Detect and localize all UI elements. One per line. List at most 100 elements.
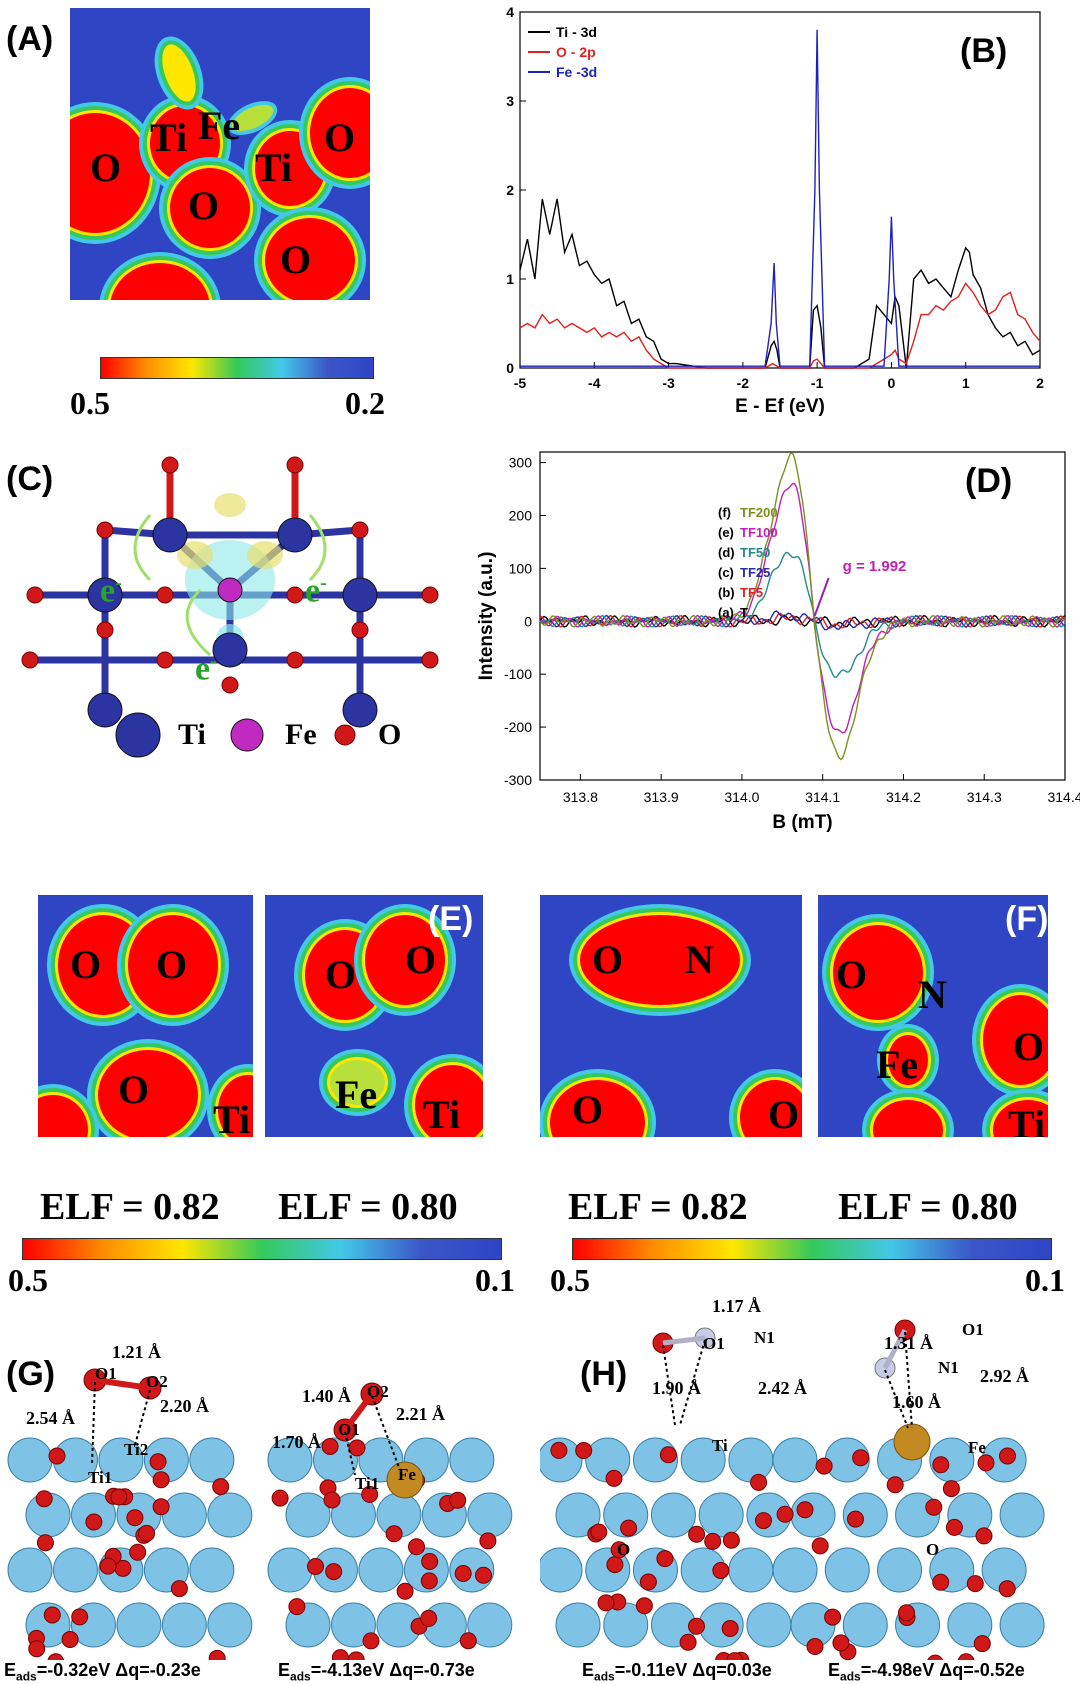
ti-sphere bbox=[358, 1547, 404, 1593]
charge-density bbox=[247, 541, 283, 569]
o-sphere bbox=[796, 1501, 814, 1519]
panel-label-f: (F) bbox=[1005, 900, 1049, 938]
atom-blob bbox=[110, 263, 210, 300]
atom-label: O bbox=[90, 145, 122, 190]
charge-density bbox=[177, 541, 213, 569]
o-sphere bbox=[396, 1582, 414, 1600]
o-sphere bbox=[620, 1519, 638, 1537]
ti-sphere bbox=[877, 1547, 923, 1593]
o-sphere bbox=[99, 1557, 117, 1575]
legend-entry: TF100 bbox=[740, 525, 778, 540]
distance-label: 1.31 Å bbox=[884, 1333, 933, 1353]
atom-label: O2 bbox=[146, 1372, 168, 1391]
atom-label: Fe bbox=[198, 103, 241, 148]
distance-label: 1.21 Å bbox=[112, 1342, 161, 1362]
atom-label: O bbox=[592, 937, 624, 982]
ti-sphere bbox=[728, 1547, 774, 1593]
o-atom bbox=[351, 621, 369, 639]
x-axis-label: E - Ef (eV) bbox=[735, 396, 825, 417]
distance-line bbox=[91, 1381, 96, 1466]
ti-sphere bbox=[267, 1547, 313, 1593]
o-sphere bbox=[610, 1541, 628, 1559]
y-tick-label: 3 bbox=[506, 93, 514, 109]
x-tick-label: -5 bbox=[514, 375, 527, 391]
ti-sphere bbox=[772, 1437, 818, 1483]
epr-chart: 313.8 313.9 314.0 314.1 314.2 314.3 314.4 300 20… bbox=[476, 451, 1080, 833]
distance-line bbox=[884, 1369, 909, 1429]
atom-label: O1 bbox=[338, 1420, 360, 1439]
electron-label: e- bbox=[305, 572, 327, 610]
legend-entry-letter: (b) bbox=[718, 585, 735, 600]
ti-sphere bbox=[555, 1492, 601, 1538]
distance-label: 2.21 Å bbox=[396, 1404, 445, 1424]
fe-sphere bbox=[386, 1461, 424, 1499]
colorbar-max-f: 0.1 bbox=[1025, 1262, 1065, 1298]
y-axis-label: Intensity (a.u.) bbox=[476, 552, 497, 681]
atom-label: O1 bbox=[703, 1334, 725, 1353]
atom-blob bbox=[873, 1100, 943, 1137]
legend-entry-letter: (a) bbox=[718, 605, 734, 620]
o-atom bbox=[156, 586, 174, 604]
legend-ti-sphere bbox=[115, 712, 161, 758]
atom-blob bbox=[310, 88, 370, 178]
o-sphere bbox=[288, 1598, 306, 1616]
o-sphere bbox=[48, 1447, 66, 1465]
colorbar-min-a: 0.5 bbox=[70, 385, 110, 421]
atom-label: O bbox=[768, 1092, 800, 1137]
colorbar-max-e: 0.1 bbox=[475, 1262, 515, 1298]
legend-entry: TF5 bbox=[740, 585, 763, 600]
o-sphere bbox=[421, 1553, 439, 1570]
o-sphere bbox=[605, 1469, 623, 1487]
o-sphere bbox=[85, 1513, 103, 1531]
distance-label: 1.90 Å bbox=[652, 1378, 701, 1398]
atom-label: O bbox=[1013, 1024, 1045, 1069]
o-sphere bbox=[170, 1580, 188, 1598]
ti-sphere bbox=[555, 1602, 601, 1648]
o-sphere bbox=[852, 1449, 870, 1467]
x-tick-label: 1 bbox=[962, 375, 970, 391]
y-tick-label: 100 bbox=[509, 560, 533, 576]
elf-map-e-left: O O O Ti bbox=[38, 895, 253, 1137]
elf-map-f-left: O N O O bbox=[540, 895, 802, 1137]
distance-label: 1.40 Å bbox=[302, 1386, 351, 1406]
o-sphere bbox=[925, 1498, 943, 1516]
x-tick-label: 0 bbox=[888, 375, 896, 391]
atom-blob bbox=[833, 925, 923, 1020]
atom-blob bbox=[740, 1080, 802, 1137]
legend-o-sphere bbox=[334, 724, 356, 746]
y-tick-label: 2 bbox=[506, 182, 514, 198]
y-tick-label: -200 bbox=[504, 719, 532, 735]
o-atom bbox=[96, 521, 114, 539]
panel-label-e: (E) bbox=[428, 900, 474, 938]
annotation-label: g = 1.992 bbox=[843, 558, 907, 575]
distance-line bbox=[344, 1431, 356, 1476]
ti-sphere bbox=[650, 1492, 696, 1538]
ti-sphere bbox=[207, 1602, 253, 1648]
o-sphere bbox=[597, 1594, 615, 1612]
y-tick-label: -100 bbox=[504, 666, 532, 682]
electron-arrow bbox=[185, 588, 211, 657]
atom-label: Ti bbox=[712, 1436, 728, 1455]
o-sphere bbox=[639, 1573, 657, 1591]
o-atom bbox=[96, 621, 114, 639]
atom-label: O1 bbox=[95, 1364, 117, 1383]
x-tick-label: -2 bbox=[737, 375, 750, 391]
o-sphere bbox=[755, 1512, 772, 1530]
ti-sphere bbox=[999, 1602, 1045, 1648]
series-line bbox=[539, 452, 1066, 761]
elf-value: ELF = 0.80 bbox=[838, 1186, 1018, 1228]
o-sphere bbox=[208, 1649, 226, 1660]
ti-sphere bbox=[746, 1602, 792, 1648]
o-sphere bbox=[61, 1631, 79, 1648]
legend-fe-sphere bbox=[230, 718, 264, 752]
ti-sphere bbox=[772, 1547, 818, 1593]
atom-label: O bbox=[280, 237, 312, 282]
atom-label: Fe bbox=[335, 1072, 378, 1117]
electron-arrow bbox=[308, 514, 327, 582]
o-sphere bbox=[454, 1565, 472, 1582]
o-sphere bbox=[811, 1537, 829, 1555]
plot-frame bbox=[519, 11, 1041, 369]
atom-blob bbox=[98, 1050, 198, 1137]
distance-line bbox=[371, 1395, 401, 1471]
o-sphere bbox=[550, 1441, 568, 1459]
